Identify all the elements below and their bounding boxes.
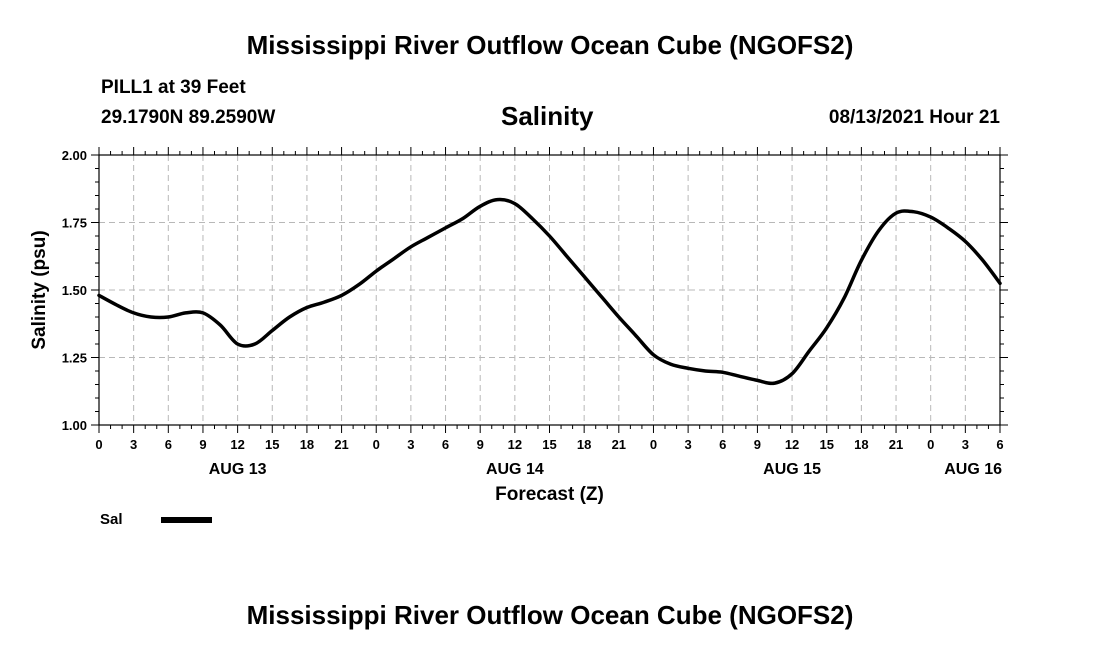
- x-tick-label: 21: [334, 437, 348, 452]
- x-tick-label: 6: [719, 437, 726, 452]
- legend-label: Sal: [100, 511, 123, 528]
- x-tick-label: 9: [754, 437, 761, 452]
- salinity-series-line: [97, 197, 1002, 386]
- y-axis-label: Salinity (psu): [29, 230, 50, 349]
- forecast-timestamp: 08/13/2021 Hour 21: [828, 107, 1000, 128]
- date-labels: AUG 13 AUG 14 AUG 15 AUG 16: [209, 461, 1002, 478]
- x-tick-label: 6: [442, 437, 449, 452]
- x-tick-label: 21: [612, 437, 626, 452]
- date-label: AUG 15: [763, 461, 821, 478]
- chart-main-title: Mississippi River Outflow Ocean Cube (NG…: [246, 30, 854, 60]
- x-tick-label: 18: [854, 437, 868, 452]
- chart-footer-title: Mississippi River Outflow Ocean Cube (NG…: [246, 600, 854, 630]
- x-tick-label: 0: [650, 437, 657, 452]
- x-tick-label: 21: [889, 437, 903, 452]
- x-tick-labels: 0 3 6 9 12 15 18 21 0 3 6 9 12 15 18 21 0 3 6 9 12 15 18 21 0 3 6: [95, 437, 1003, 452]
- date-label: AUG 14: [486, 461, 544, 478]
- x-tick-label: 15: [265, 437, 279, 452]
- x-tick-label: 3: [684, 437, 691, 452]
- station-label: PILL1 at 39 Feet: [101, 77, 246, 98]
- x-tick-label: 12: [230, 437, 244, 452]
- date-label: AUG 16: [944, 461, 1002, 478]
- x-tick-label: 6: [165, 437, 172, 452]
- x-tick-label: 9: [477, 437, 484, 452]
- y-tick-label: 2.00: [62, 148, 87, 163]
- variable-title: Salinity: [501, 101, 594, 131]
- plot-frame: [98, 154, 1001, 426]
- x-tick-label: 0: [373, 437, 380, 452]
- x-tick-label: 6: [996, 437, 1003, 452]
- x-tick-label: 15: [542, 437, 556, 452]
- chart-grid: [99, 155, 1000, 425]
- x-tick-label: 18: [300, 437, 314, 452]
- x-axis-label: Forecast (Z): [495, 484, 604, 505]
- date-label: AUG 13: [209, 461, 267, 478]
- station-coordinates: 29.1790N 89.2590W: [101, 107, 276, 128]
- x-tick-label: 3: [962, 437, 969, 452]
- y-tick-label: 1.50: [62, 283, 87, 298]
- x-tick-label: 15: [819, 437, 833, 452]
- x-tick-label: 3: [407, 437, 414, 452]
- x-tick-label: 3: [130, 437, 137, 452]
- x-tick-label: 12: [508, 437, 522, 452]
- x-tick-label: 9: [199, 437, 206, 452]
- y-tick-label: 1.25: [62, 351, 87, 366]
- x-tick-label: 0: [95, 437, 102, 452]
- axis-ticks: [91, 147, 1008, 433]
- y-tick-label: 1.75: [62, 216, 87, 231]
- x-tick-label: 12: [785, 437, 799, 452]
- y-tick-label: 1.00: [62, 418, 87, 433]
- x-tick-label: 18: [577, 437, 591, 452]
- y-tick-labels: 1.00 1.25 1.50 1.75 2.00: [62, 148, 87, 433]
- x-tick-label: 0: [927, 437, 934, 452]
